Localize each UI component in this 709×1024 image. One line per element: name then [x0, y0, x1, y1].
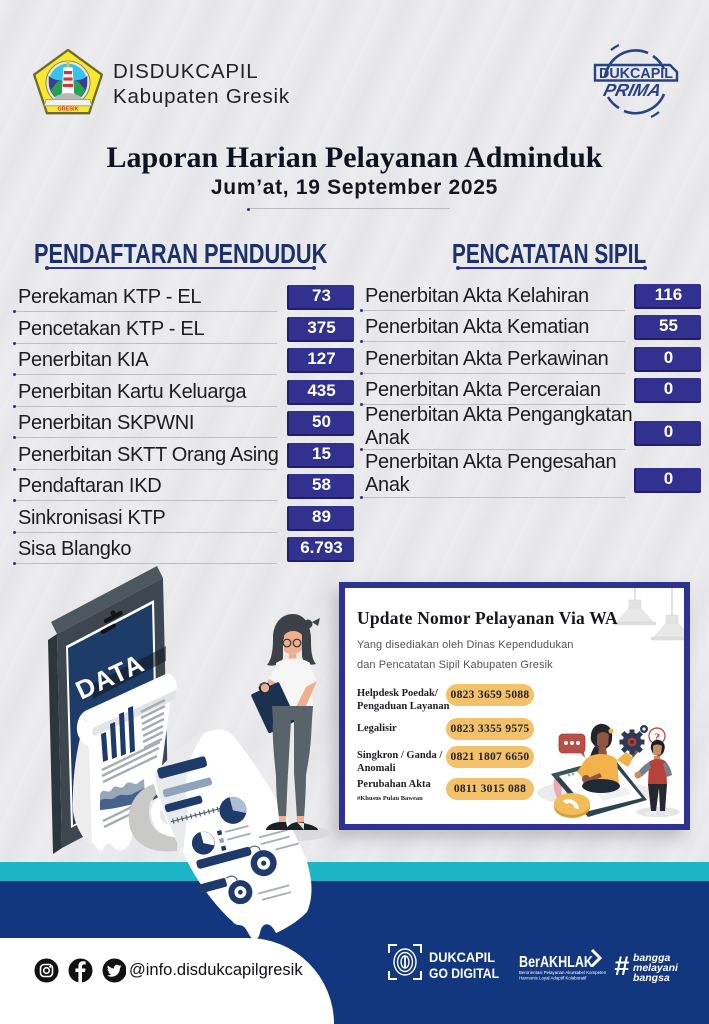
svg-text:melayani: melayani [633, 962, 679, 974]
svg-text:Berorientasi Pelayanan Akuntab: Berorientasi Pelayanan Akuntabel Kompete… [519, 970, 607, 975]
svg-text:bangga: bangga [633, 952, 670, 964]
svg-text:BerAKHLAK: BerAKHLAK [519, 954, 593, 971]
svg-text:?: ? [654, 730, 660, 744]
svg-text:bangsa: bangsa [633, 972, 670, 984]
svg-text:GRESIK: GRESIK [57, 106, 78, 112]
svg-text:#: # [614, 951, 629, 981]
svg-text:GO DIGITAL: GO DIGITAL [429, 966, 499, 981]
svg-text:PRIMA: PRIMA [602, 80, 664, 100]
svg-text:DUKCAPIL: DUKCAPIL [599, 66, 673, 82]
svg-text:Harmonis Loyal Adaptif Kolabor: Harmonis Loyal Adaptif Kolaboratif [519, 976, 587, 981]
svg-text:DUKCAPIL: DUKCAPIL [429, 950, 495, 965]
